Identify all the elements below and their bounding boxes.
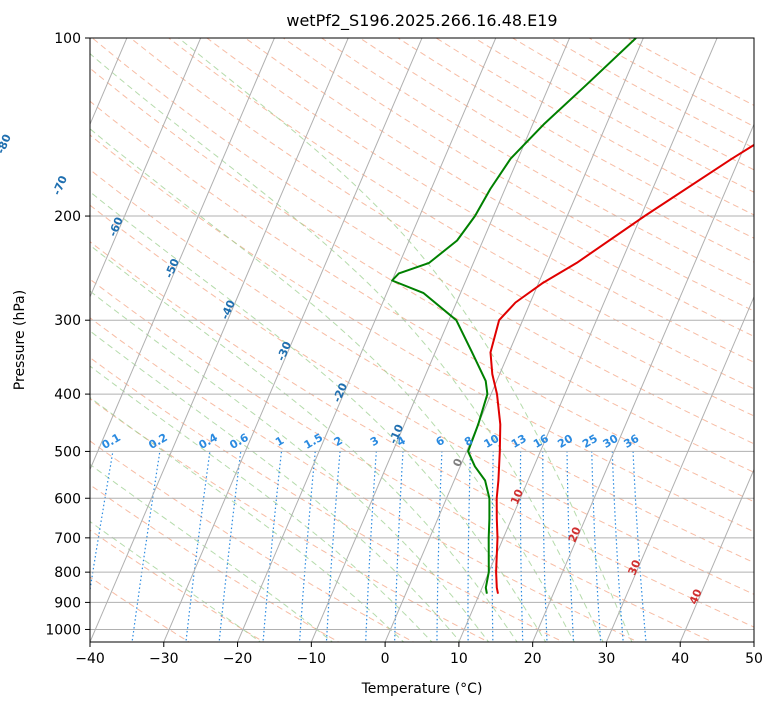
x-tick-label: −30 bbox=[149, 651, 179, 667]
y-tick-label: 400 bbox=[54, 387, 81, 403]
y-tick-label: 700 bbox=[54, 531, 81, 547]
y-axis-label: Pressure (hPa) bbox=[12, 290, 28, 390]
moist-adiabat bbox=[90, 53, 604, 642]
mixing-ratio-line bbox=[365, 451, 377, 642]
dry-adiabat bbox=[320, 38, 754, 287]
dry-adiabat bbox=[90, 67, 754, 473]
dewpoint-profile bbox=[391, 38, 637, 594]
dry-adiabat bbox=[91, 38, 754, 445]
dry-adiabat bbox=[90, 398, 490, 642]
x-axis-label: Temperature (°C) bbox=[361, 681, 483, 697]
chart-title: wetPf2_S196.2025.266.16.48.E19 bbox=[286, 11, 557, 31]
isotherm-gridline bbox=[90, 38, 202, 299]
mixing-ratio-line bbox=[519, 451, 524, 642]
y-tick-label: 600 bbox=[54, 491, 81, 507]
temperature-profile bbox=[489, 143, 754, 594]
isotherm-gridline bbox=[90, 38, 349, 642]
isotherm-label: -70 bbox=[50, 173, 70, 197]
x-tick-label: −10 bbox=[297, 651, 327, 667]
mixing-ratio-line bbox=[611, 451, 624, 642]
x-tick-label: 20 bbox=[524, 651, 542, 667]
mixing-ratio-line bbox=[542, 451, 548, 642]
dry-adiabat bbox=[244, 38, 754, 337]
dry-adiabat bbox=[90, 317, 639, 642]
moist-adiabat bbox=[90, 463, 334, 642]
mixing-ratio-line bbox=[491, 451, 494, 642]
y-tick-label: 500 bbox=[54, 444, 81, 460]
y-tick-label: 300 bbox=[54, 313, 81, 329]
isotherm-gridline bbox=[90, 38, 275, 471]
isotherm-gridline bbox=[532, 123, 754, 642]
isotherm-gridline bbox=[237, 38, 497, 642]
moist-adiabat bbox=[90, 365, 433, 642]
x-tick-label: 0 bbox=[381, 651, 390, 667]
x-tick-label: −40 bbox=[75, 651, 105, 667]
x-tick-label: 50 bbox=[745, 651, 763, 667]
isotherm-label: -80 bbox=[0, 132, 14, 156]
moist-adiabat bbox=[90, 128, 575, 642]
x-tick-label: 10 bbox=[450, 651, 468, 667]
plot-frame bbox=[89, 37, 755, 643]
mixing-ratio-line bbox=[591, 451, 602, 642]
x-tick-label: 30 bbox=[598, 651, 616, 667]
mixing-ratio-line bbox=[467, 451, 472, 642]
background-lines bbox=[0, 25, 754, 645]
x-tick-label: 40 bbox=[671, 651, 689, 667]
mixing-ratio-line bbox=[566, 451, 575, 642]
isotherm-gridline bbox=[679, 468, 754, 642]
y-tick-label: 200 bbox=[54, 209, 81, 225]
series-layer bbox=[391, 38, 754, 594]
dry-adiabat bbox=[90, 169, 754, 564]
dry-adiabat bbox=[90, 278, 714, 642]
y-tick-label: 100 bbox=[54, 31, 81, 47]
axis-ticks: −40 −30 −20 −10 0 10 20 30 40 50 100 200 300 400 500 60… bbox=[45, 31, 763, 667]
x-tick-label: −20 bbox=[223, 651, 253, 667]
dry-adiabat bbox=[90, 204, 754, 595]
moist-adiabat bbox=[90, 330, 461, 642]
y-tick-label: 800 bbox=[54, 565, 81, 581]
isotherm-gridline bbox=[384, 38, 644, 642]
isotherm-label: 20 bbox=[566, 525, 584, 544]
y-tick-label: 1000 bbox=[45, 622, 81, 638]
isotherm-gridline bbox=[458, 38, 718, 642]
isotherm-gridline bbox=[753, 640, 754, 642]
dry-adiabat bbox=[90, 134, 754, 533]
mixing-ratio-line bbox=[394, 451, 404, 642]
isotherm-gridline bbox=[605, 295, 754, 642]
dry-adiabat bbox=[90, 440, 415, 642]
isotherm-gridline bbox=[0, 25, 59, 645]
y-tick-label: 900 bbox=[54, 595, 81, 611]
isotherm-label: 10 bbox=[508, 487, 526, 506]
isotherm-label: 40 bbox=[687, 587, 705, 606]
mixing-ratio-line bbox=[632, 451, 647, 642]
isotherm-gridline bbox=[163, 38, 423, 642]
mixing-ratio-line bbox=[325, 451, 341, 642]
isotherm-label: 30 bbox=[626, 558, 644, 577]
mixing-ratio-line bbox=[436, 451, 443, 642]
dry-adiabat bbox=[206, 38, 754, 363]
isotherm-gridline bbox=[310, 38, 571, 642]
